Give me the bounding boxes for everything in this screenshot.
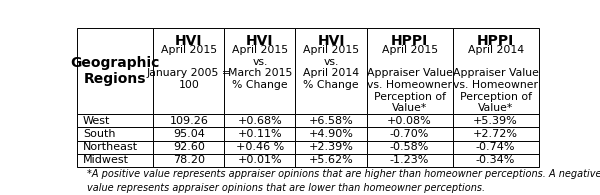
Text: -0.74%: -0.74%	[476, 142, 515, 152]
Text: +2.72%: +2.72%	[473, 129, 518, 139]
Bar	[224, 141, 295, 154]
Text: Midwest: Midwest	[83, 155, 129, 166]
Text: value represents appraiser opinions that are lower than homeowner perceptions.: value represents appraiser opinions that…	[86, 183, 485, 193]
Bar	[77, 154, 153, 167]
Text: +5.62%: +5.62%	[308, 155, 353, 166]
Bar	[452, 141, 539, 154]
Text: 95.04: 95.04	[173, 129, 205, 139]
Text: +0.01%: +0.01%	[238, 155, 282, 166]
Bar	[295, 141, 367, 154]
Bar	[224, 28, 295, 114]
Text: -0.34%: -0.34%	[476, 155, 515, 166]
Text: April 2014

Appraiser Value
vs. Homeowner
Perception of
Value*: April 2014 Appraiser Value vs. Homeowner…	[452, 45, 539, 113]
Text: -0.58%: -0.58%	[390, 142, 429, 152]
Bar	[224, 128, 295, 141]
Text: April 2015

Appraiser Value
vs. Homeowner
Perception of
Value*: April 2015 Appraiser Value vs. Homeowner…	[367, 45, 452, 113]
Text: April 2015
vs.
April 2014
% Change: April 2015 vs. April 2014 % Change	[303, 45, 359, 90]
Text: HVI: HVI	[246, 34, 274, 48]
Text: April 2015

January 2005 =
100: April 2015 January 2005 = 100	[146, 45, 232, 90]
Text: -0.70%: -0.70%	[390, 129, 429, 139]
Text: 78.20: 78.20	[173, 155, 205, 166]
Text: +0.68%: +0.68%	[238, 116, 282, 126]
Bar	[295, 28, 367, 114]
Text: +6.58%: +6.58%	[308, 116, 353, 126]
Text: -1.23%: -1.23%	[390, 155, 429, 166]
Text: HPPI: HPPI	[477, 34, 514, 48]
Text: *A positive value represents appraiser opinions that are higher than homeowner p: *A positive value represents appraiser o…	[86, 169, 600, 179]
Bar	[153, 141, 224, 154]
Text: West: West	[83, 116, 110, 126]
Text: 109.26: 109.26	[169, 116, 208, 126]
Bar	[153, 28, 224, 114]
Text: +4.90%: +4.90%	[308, 129, 353, 139]
Bar	[153, 128, 224, 141]
Bar	[77, 28, 153, 114]
Bar	[295, 128, 367, 141]
Bar	[367, 128, 452, 141]
Bar	[153, 114, 224, 128]
Bar	[153, 154, 224, 167]
Text: HPPI: HPPI	[391, 34, 428, 48]
Text: 92.60: 92.60	[173, 142, 205, 152]
Bar	[367, 141, 452, 154]
Bar	[452, 154, 539, 167]
Bar	[77, 141, 153, 154]
Text: +0.11%: +0.11%	[238, 129, 282, 139]
Bar	[452, 114, 539, 128]
Text: +5.39%: +5.39%	[473, 116, 518, 126]
Text: +2.39%: +2.39%	[308, 142, 353, 152]
Text: HVI: HVI	[175, 34, 203, 48]
Bar	[295, 154, 367, 167]
Bar	[367, 154, 452, 167]
Text: Northeast: Northeast	[83, 142, 138, 152]
Text: +0.08%: +0.08%	[387, 116, 432, 126]
Bar	[77, 114, 153, 128]
Bar	[367, 114, 452, 128]
Text: April 2015
vs.
March 2015
% Change: April 2015 vs. March 2015 % Change	[228, 45, 292, 90]
Bar	[295, 114, 367, 128]
Bar	[224, 114, 295, 128]
Text: HVI: HVI	[317, 34, 345, 48]
Bar	[77, 128, 153, 141]
Bar	[367, 28, 452, 114]
Text: +0.46 %: +0.46 %	[236, 142, 284, 152]
Text: South: South	[83, 129, 115, 139]
Bar	[224, 154, 295, 167]
Bar	[452, 128, 539, 141]
Bar	[452, 28, 539, 114]
Text: Geographic
Regions: Geographic Regions	[71, 56, 160, 86]
